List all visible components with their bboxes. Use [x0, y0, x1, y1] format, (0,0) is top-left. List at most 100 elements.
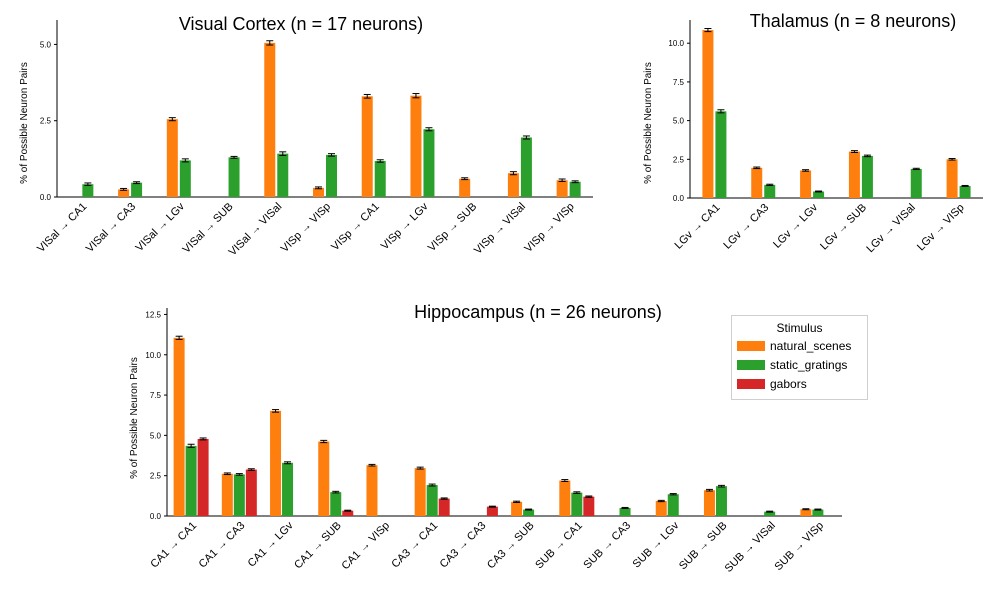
x-tick-label: LGv → VISp: [915, 202, 967, 254]
bar-gabors: [197, 438, 209, 516]
x-tick-label: LGv → SUB: [818, 202, 869, 253]
y-axis-label-visual: % of Possible Neuron Pairs: [19, 62, 30, 184]
x-tick-label: LGv → LGv: [771, 201, 820, 250]
y-axis-label-hippocampus: % of Possible Neuron Pairs: [129, 357, 140, 479]
bar-static-gratings: [959, 185, 971, 198]
x-tick-label: VISal → SUB: [180, 201, 235, 256]
bar-natural-scenes: [459, 178, 471, 197]
bar-gabors: [583, 496, 595, 516]
legend-swatch-static-gratings: [737, 359, 765, 370]
x-tick-label: SUB → SUB: [677, 520, 730, 573]
x-tick-label: SUB → LGv: [631, 519, 682, 570]
bar-static-gratings: [812, 509, 824, 516]
bar-static-gratings: [277, 153, 289, 197]
bar-static-gratings: [185, 445, 197, 516]
y-tick-label: 0.0: [40, 193, 52, 202]
bar-natural-scenes: [946, 159, 958, 198]
y-tick-label: 5.0: [40, 40, 52, 49]
bar-static-gratings: [813, 191, 825, 198]
bar-static-gratings: [569, 181, 581, 197]
bar-static-gratings: [326, 154, 337, 197]
bar-natural-scenes: [313, 187, 324, 197]
legend-label-gabors: gabors: [770, 376, 807, 391]
x-tick-label: SUB → VISp: [773, 520, 826, 573]
x-tick-label: CA1 → LGv: [246, 519, 296, 569]
y-tick-label: 0.0: [673, 194, 685, 203]
legend-swatch-gabors: [737, 378, 765, 389]
x-tick-label: VISal → CA3: [84, 201, 138, 255]
x-tick-label: SUB → CA3: [581, 520, 633, 572]
x-tick-label: VISp → LGv: [379, 200, 431, 252]
bar-static-gratings: [520, 137, 532, 197]
bar-natural-scenes: [751, 167, 763, 198]
chart-thalamus: Thalamus (n = 8 neurons) % of Possible N…: [643, 11, 983, 255]
x-tick-label: VISal → CA1: [35, 201, 89, 255]
bar-static-gratings: [179, 160, 191, 197]
y-tick-label: 12.5: [145, 310, 161, 319]
bar-natural-scenes: [221, 473, 233, 516]
x-tick-label: LGv → VISal: [864, 202, 917, 255]
chart-title-thalamus: Thalamus (n = 8 neurons): [750, 11, 957, 31]
x-tick-label: SUB → CA1: [533, 520, 585, 572]
bar-static-gratings: [861, 155, 873, 198]
chart-title-visual: Visual Cortex (n = 17 neurons): [179, 14, 423, 34]
bar-static-gratings: [233, 474, 245, 516]
bar-natural-scenes: [264, 42, 276, 197]
bar-static-gratings: [82, 184, 94, 197]
bar-natural-scenes: [556, 180, 568, 197]
bar-natural-scenes: [361, 96, 373, 197]
x-tick-label: LGv → CA1: [673, 202, 723, 252]
legend-title: Stimulus: [776, 321, 823, 335]
x-tick-label: CA1 → VISp: [340, 520, 393, 573]
bar-static-gratings: [523, 509, 535, 516]
bar-natural-scenes: [559, 480, 571, 516]
bar-natural-scenes: [507, 173, 519, 197]
y-tick-label: 5.0: [150, 431, 162, 440]
x-tick-label: CA3 → CA3: [438, 520, 489, 571]
bar-static-gratings: [374, 160, 386, 197]
x-tick-label: CA1 → CA1: [148, 520, 199, 571]
bar-static-gratings: [715, 486, 727, 516]
y-tick-label: 0.0: [150, 512, 162, 521]
x-tick-label: VISp → CA1: [329, 201, 382, 254]
legend-label-natural-scenes: natural_scenes: [770, 338, 852, 353]
bar-natural-scenes: [800, 509, 812, 516]
x-tick-label: CA3 → SUB: [485, 520, 537, 572]
legend-label-static-gratings: static_gratings: [770, 357, 848, 372]
bar-natural-scenes: [800, 170, 812, 198]
x-tick-label: SUB → VISal: [723, 520, 778, 575]
bar-static-gratings: [910, 168, 922, 198]
bar-static-gratings: [667, 494, 679, 516]
y-tick-label: 7.5: [150, 391, 162, 400]
y-tick-label: 5.0: [673, 117, 685, 126]
x-tick-label: CA3 → CA1: [389, 520, 440, 571]
legend-item-gabors: gabors: [732, 374, 867, 393]
bar-static-gratings: [282, 462, 294, 516]
bar-gabors: [438, 498, 450, 516]
y-tick-label: 7.5: [673, 78, 685, 87]
chart-visual-cortex: Visual Cortex (n = 17 neurons) % of Poss…: [19, 14, 593, 258]
legend-item-natural-scenes: natural_scenes: [732, 336, 867, 355]
y-tick-label: 2.5: [150, 472, 162, 481]
bar-natural-scenes: [166, 119, 178, 197]
bar-static-gratings: [228, 157, 240, 197]
legend-item-static-gratings: static_gratings: [732, 355, 867, 374]
x-tick-label: VISp → VISp: [522, 201, 576, 255]
bar-natural-scenes: [848, 151, 860, 198]
x-tick-label: LGv → CA3: [721, 202, 771, 252]
bar-static-gratings: [764, 184, 776, 198]
bar-natural-scenes: [655, 501, 667, 516]
x-tick-label: CA1 → SUB: [292, 520, 344, 572]
bar-gabors: [486, 506, 498, 516]
x-tick-label: VISal → LGv: [133, 200, 187, 254]
bar-natural-scenes: [118, 189, 130, 197]
bar-static-gratings: [330, 492, 342, 516]
bar-natural-scenes: [702, 30, 714, 199]
bar-static-gratings: [715, 111, 727, 198]
bar-gabors: [342, 510, 354, 516]
y-tick-label: 10.0: [145, 351, 161, 360]
bar-static-gratings: [571, 492, 583, 516]
bar-natural-scenes: [318, 441, 330, 516]
bar-natural-scenes: [270, 410, 282, 516]
